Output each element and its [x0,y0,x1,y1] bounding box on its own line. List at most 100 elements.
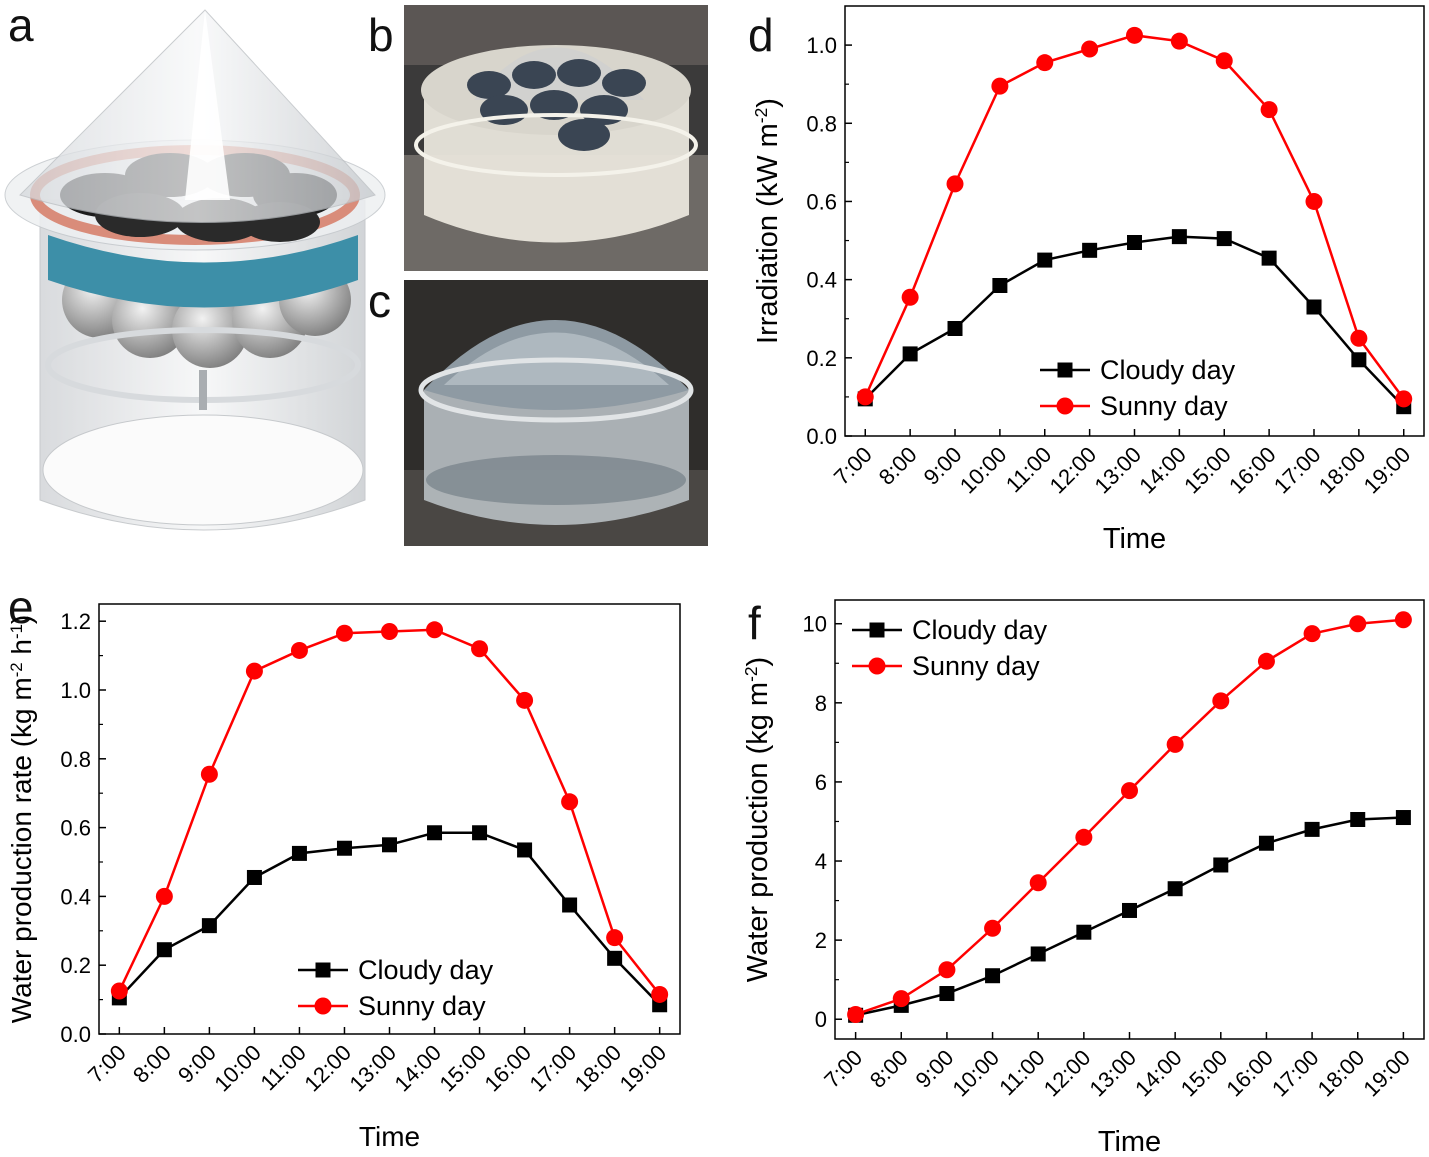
x-tick-label: 7:00 [819,1045,867,1093]
x-tick-label: 17:00 [1269,442,1326,499]
y-tick-label: 1.0 [60,678,91,703]
data-point-sunny [1395,390,1413,408]
data-point-sunny [1305,192,1323,210]
data-point-cloudy [1258,835,1274,851]
x-tick-label: 12:00 [1045,442,1102,499]
y-axis-label: Irradiation (kW m-2) [751,98,784,344]
data-point-cloudy [1395,810,1411,826]
photo-device-condensation [404,280,708,546]
y-tick-label: 0.6 [60,816,91,841]
y-tick-label: 2 [815,928,827,953]
y-tick-label: 0.2 [806,346,837,371]
data-point-cloudy [947,321,963,336]
data-point-sunny [1029,874,1047,892]
panel-label-e: e [8,581,34,633]
x-tick-label: 18:00 [570,1040,627,1097]
x-tick-label: 11:00 [256,1040,311,1095]
data-point-cloudy [1037,252,1053,268]
data-point-sunny [938,961,956,979]
photo-device-dry [404,5,708,271]
x-tick-label: 17:00 [1267,1045,1324,1102]
data-point-cloudy [1261,250,1277,266]
x-tick-label: 11:00 [994,1045,1049,1100]
legend: Cloudy day Sunny day [298,955,494,1021]
y-tick-label: 0 [815,1007,827,1032]
y-tick-label: 1.2 [60,609,91,634]
y-tick-label: 10 [803,612,827,637]
data-point-sunny [1126,26,1143,44]
x-tick-label: 16:00 [1221,1045,1278,1102]
data-point-sunny [110,982,128,1000]
data-point-sunny [1166,735,1184,753]
legend-label: Cloudy day [358,955,494,985]
data-point-sunny [471,640,489,658]
x-tick-label: 16:00 [480,1040,537,1097]
y-tick-label: 0.4 [60,884,91,909]
legend-marker-circle [868,657,886,675]
data-point-sunny [426,621,444,639]
legend: Cloudy day Sunny day [852,615,1048,681]
chart-water-production: 02468107:008:009:0010:0011:0012:0013:001… [741,599,1425,1157]
data-point-cloudy [1213,857,1229,873]
data-point-sunny [516,691,534,709]
x-tick-label: 13:00 [1089,442,1146,499]
x-tick-label: 18:00 [1313,1045,1370,1102]
x-tick-label: 18:00 [1314,442,1371,499]
x-tick-label: 14:00 [1134,442,1191,499]
data-point-sunny [984,919,1002,937]
x-tick-label: 8:00 [128,1040,176,1088]
x-tick-label: 7:00 [83,1040,131,1088]
data-point-cloudy [992,278,1008,293]
legend-marker-circle [1056,397,1074,415]
data-point-cloudy [1304,821,1320,837]
data-point-cloudy [1351,352,1367,368]
x-tick-label: 19:00 [1359,442,1416,499]
y-tick-label: 0.8 [806,111,837,136]
data-point-sunny [1075,828,1093,846]
panel-label-f: f [748,597,761,649]
data-point-sunny [335,624,353,642]
data-point-sunny [1036,54,1054,72]
x-tick-label: 12:00 [299,1040,356,1097]
x-tick-label: 19:00 [615,1040,672,1097]
legend-marker-square [1057,362,1073,378]
x-tick-label: 13:00 [1084,1045,1141,1102]
data-point-sunny [290,641,308,659]
y-axis-label-superscript: -2 [7,662,26,677]
legend-label: Sunny day [912,651,1040,681]
data-point-sunny [1260,101,1278,119]
data-point-sunny [892,990,910,1008]
data-point-cloudy [1076,924,1092,940]
legend-label: Cloudy day [1100,355,1236,385]
data-point-sunny [1350,329,1368,347]
series-line-sunny [864,34,1405,400]
x-tick-label: 12:00 [1039,1045,1096,1102]
legend: Cloudy day Sunny day [1040,355,1236,421]
x-tick-label: 8:00 [865,1045,913,1093]
data-point-cloudy [156,942,172,958]
data-point-sunny [155,887,173,905]
data-point-sunny [200,765,218,783]
x-tick-label: 15:00 [1176,1045,1233,1102]
panel-label-c: c [368,275,391,327]
y-tick-label: 1.0 [806,33,837,58]
data-point-cloudy [939,986,955,1002]
y-axis-label-superscript: -2 [751,108,771,123]
data-point-sunny [847,1005,865,1023]
data-point-sunny [1121,782,1138,800]
y-tick-label: 0.6 [806,189,837,214]
data-point-cloudy [985,968,1001,984]
chart-irradiation: 0.00.20.40.60.81.07:008:009:0010:0011:00… [751,5,1425,555]
data-point-sunny [651,985,669,1003]
x-tick-label: 10:00 [955,442,1012,499]
y-axis-label-text: Water production rate (kg m [6,677,37,1023]
x-tick-label: 15:00 [1179,442,1236,499]
series-line-sunny [118,628,661,996]
data-point-sunny [1081,40,1099,58]
data-point-sunny [245,662,263,680]
data-point-cloudy [1171,229,1187,245]
y-axis-label: Water production rate (kg m-2 h-1) [6,615,37,1024]
panel-label-d: d [748,9,774,61]
y-tick-label: 4 [815,849,827,874]
panel-label-b: b [368,9,394,61]
